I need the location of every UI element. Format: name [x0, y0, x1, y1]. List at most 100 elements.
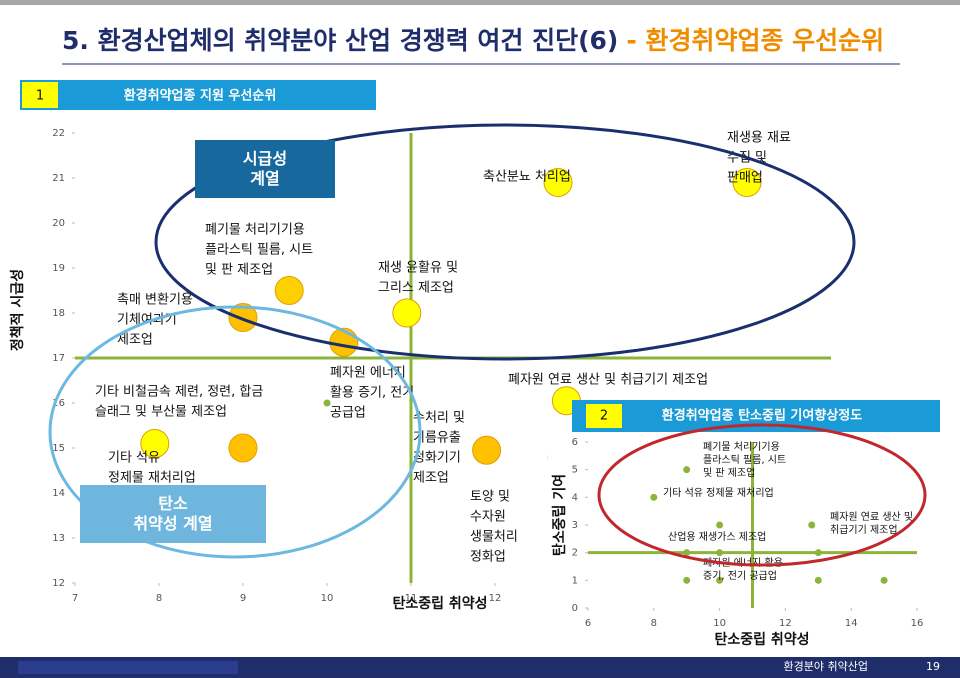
data-point [683, 549, 691, 557]
inset-number: 2 [600, 409, 608, 424]
y-tick-label: 0 [572, 603, 578, 614]
x-tick-label: 12 [489, 593, 502, 604]
y-axis-title: 탄소중립 기여 [551, 474, 568, 556]
group-label: 시급성 계열 [243, 149, 287, 188]
x-tick-label: 10 [321, 593, 334, 604]
group-label: 탄소 취약성 계열 [133, 494, 212, 533]
top-bar [0, 0, 960, 5]
point-label: 폐자원 에너지 [330, 366, 406, 381]
inset-label: 환경취약업종 탄소중립 기여향상정도 [662, 408, 862, 424]
y-tick-label: 20 [52, 218, 65, 229]
inset-panel [548, 432, 940, 654]
data-point [228, 303, 258, 332]
y-axis-title: 정책적 시급성 [9, 269, 26, 351]
y-tick-label: 17 [52, 353, 65, 364]
y-tick-label: 1 [572, 575, 578, 586]
data-point [683, 466, 691, 474]
y-tick-label: 3 [572, 520, 578, 531]
y-tick-label: 14 [52, 488, 65, 499]
y-tick-label: 2 [572, 548, 578, 559]
point-label: 증기, 전기 공급업 [703, 569, 777, 582]
point-label: 정화기기 [413, 451, 461, 466]
point-label: 수자원 [470, 510, 506, 525]
x-axis-title: 탄소중립 취약성 [714, 631, 809, 648]
point-label: 그리스 제조업 [378, 281, 454, 296]
x-axis-title: 탄소중립 취약성 [392, 595, 487, 612]
y-tick-label: 19 [52, 263, 65, 274]
y-tick-label: 6 [572, 437, 578, 448]
group-box [195, 140, 335, 198]
data-point [683, 576, 691, 584]
data-point [228, 433, 258, 463]
point-label: 축산분뇨 처리업 [483, 170, 571, 185]
point-label: 및 판 제조업 [205, 263, 273, 278]
y-tick-label: 12 [52, 578, 65, 589]
y-tick-label: 4 [572, 492, 578, 503]
y-tick-label: 15 [52, 443, 65, 454]
y-tick-label: 18 [52, 308, 65, 319]
page-number: 19 [926, 660, 940, 673]
section-badge [22, 82, 58, 108]
data-point [732, 168, 762, 197]
point-label: 폐자원 연료 생산 및 [830, 511, 913, 523]
inset-badge [586, 404, 622, 428]
y-tick-label: 5 [572, 465, 578, 476]
point-label: 수처리 및 [413, 411, 465, 426]
x-tick-label: 8 [651, 618, 657, 629]
point-label: 기타 석유 [108, 451, 160, 466]
y-tick-label: 21 [52, 173, 65, 184]
x-tick-label: 16 [911, 618, 924, 629]
footer-bar [0, 657, 960, 678]
point-label: 폐기물 처리기기용 [205, 223, 305, 238]
group-ellipse [48, 305, 422, 559]
point-label: 슬래그 및 부산물 제조업 [95, 405, 227, 420]
section-number: 1 [36, 89, 44, 104]
highlight-ellipse [597, 423, 927, 567]
group-ellipse [154, 123, 856, 361]
point-label: 기타 석유 정제물 재처리업 [663, 486, 774, 499]
x-tick-label: 9 [240, 593, 246, 604]
point-label: 플라스틱 필름, 시트 [703, 454, 786, 466]
x-tick-label: 10 [713, 618, 726, 629]
data-point [808, 521, 816, 529]
section-bar [20, 80, 376, 110]
point-label: 제조업 [117, 333, 153, 348]
footer-accent [18, 661, 238, 674]
point-label: 플라스틱 필름, 시트 [205, 243, 313, 258]
point-label: 및 판 제조업 [703, 466, 755, 479]
point-label: 공급업 [330, 406, 366, 421]
point-label: 촉매 변환기용 [117, 293, 193, 308]
title-main: 5. 환경산업체의 취약분야 산업 경쟁력 여건 진단(6) [62, 26, 618, 55]
point-label: 토양 및 [470, 490, 510, 505]
data-point [392, 298, 422, 328]
point-label: 취급기기 제조업 [830, 523, 898, 536]
data-point [472, 435, 502, 465]
data-point [814, 549, 822, 557]
point-label: 산업용 재생가스 제조업 [668, 530, 766, 543]
point-label: 정화업 [470, 550, 506, 565]
point-label: 생물처리 [470, 530, 518, 545]
group-box [80, 485, 266, 543]
inset-bar [572, 400, 940, 432]
data-point [716, 576, 724, 584]
data-point [140, 429, 170, 458]
point-label: 정제물 재처리업 [108, 471, 196, 486]
x-tick-label: 8 [156, 593, 162, 604]
data-point [650, 493, 658, 501]
y-tick-label: 22 [52, 128, 65, 139]
data-point [880, 576, 888, 584]
section-label: 환경취약업종 지원 우선순위 [124, 88, 277, 104]
data-point [323, 399, 331, 407]
data-point [274, 276, 304, 305]
x-tick-label: 11 [405, 593, 418, 604]
x-tick-label: 6 [585, 618, 591, 629]
data-point [716, 521, 724, 529]
data-point [814, 576, 822, 584]
point-label: 재생 윤활유 및 [378, 261, 458, 276]
point-label: 판매업 [727, 171, 763, 186]
y-tick-label: 13 [52, 533, 65, 544]
point-label: 폐기물 처리기기용 [703, 441, 780, 453]
data-point [543, 168, 573, 197]
